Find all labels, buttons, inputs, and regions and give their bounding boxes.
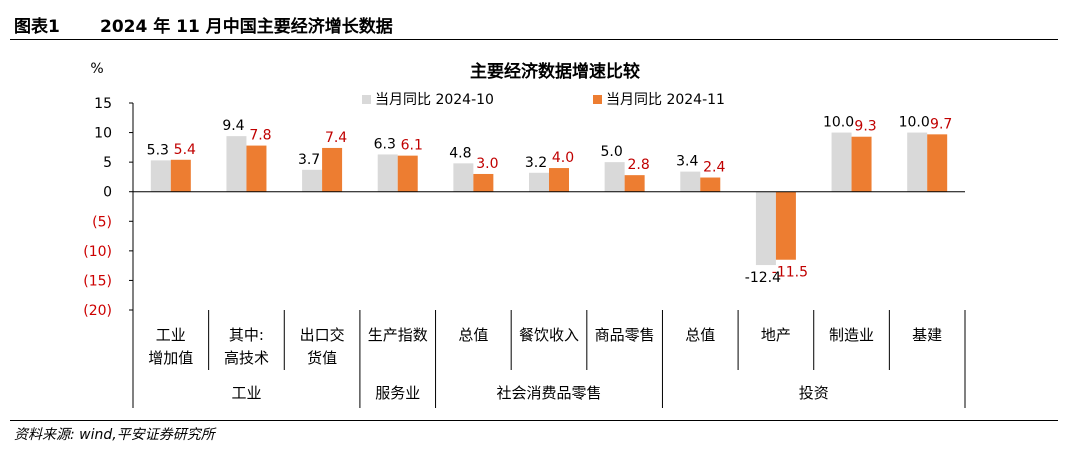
- data-label-nov: 5.4: [174, 142, 196, 158]
- category-label: 其中:: [229, 326, 264, 344]
- group-label: 投资: [799, 384, 829, 402]
- category-label: 总值: [685, 326, 715, 344]
- chart-title: 主要经济数据增速比较: [470, 61, 640, 82]
- y-tick-label: 10: [94, 126, 112, 142]
- bar-oct: [377, 154, 398, 192]
- data-label-oct: 3.4: [676, 154, 698, 170]
- data-label-nov: -11.5: [772, 265, 808, 281]
- group-label: 社会消费品零售: [496, 384, 601, 402]
- data-label-oct: 10.0: [899, 115, 930, 131]
- category-label: 餐饮收入: [519, 326, 579, 344]
- bar-nov: [322, 147, 343, 192]
- bar-oct: [604, 162, 625, 192]
- data-label-oct: 5.0: [601, 144, 623, 160]
- data-label-nov: 4.0: [552, 150, 574, 166]
- bar-oct: [529, 172, 549, 192]
- bar-nov: [624, 175, 645, 192]
- bar-oct: [755, 191, 776, 266]
- bar-oct: [226, 136, 247, 192]
- data-label-oct: 4.8: [449, 145, 471, 161]
- category-label: 基建: [912, 326, 942, 344]
- data-label-oct: 10.0: [823, 115, 854, 131]
- y-tick-label: (5): [92, 214, 112, 230]
- category-label: 总值: [458, 326, 488, 344]
- bar-oct: [150, 160, 171, 192]
- data-label-oct: 5.3: [147, 142, 169, 158]
- group-label: 工业: [231, 384, 261, 402]
- bar-nov: [246, 145, 267, 192]
- category-label: 增加值: [148, 349, 193, 367]
- figure-title: 2024 年 11 月中国主要经济增长数据: [100, 17, 393, 37]
- category-label: 出口交: [300, 326, 345, 344]
- legend-label-2: 当月同比 2024-11: [606, 92, 725, 108]
- category-label: 高技术: [224, 349, 269, 367]
- bar-oct: [680, 171, 701, 192]
- data-label-oct: 9.4: [222, 118, 244, 134]
- y-tick-label: 15: [94, 96, 112, 112]
- y-tick-label: (10): [83, 244, 112, 260]
- y-tick-label: 0: [103, 185, 112, 201]
- bar-nov: [549, 168, 569, 192]
- bar-nov: [473, 173, 494, 192]
- category-label: 货值: [307, 349, 337, 367]
- bar-chart: 主要经济数据增速比较% 当月同比 2024-10 当月同比 2024-11 15 10 5…: [83, 61, 966, 408]
- bar-nov: [170, 159, 191, 192]
- data-label-oct: 6.3: [374, 136, 396, 152]
- figure-header: 图表1 2024 年 11 月中国主要经济增长数据: [0, 0, 1080, 40]
- data-label-nov: 7.4: [325, 130, 347, 146]
- category-label: 制造业: [829, 326, 874, 344]
- source-note: 资料来源: wind,平安证券研究所: [14, 427, 215, 443]
- category-label: 地产: [761, 326, 791, 344]
- y-tick-label: (15): [83, 273, 112, 289]
- bar-nov: [700, 177, 721, 192]
- data-label-nov: 9.3: [854, 119, 876, 135]
- bar-nov: [927, 134, 948, 192]
- category-label: 商品零售: [595, 326, 655, 344]
- data-label-nov: 7.8: [249, 128, 271, 144]
- y-tick-label: 5: [103, 155, 112, 171]
- data-label-oct: 3.7: [298, 152, 320, 168]
- data-label-nov: 3.0: [476, 156, 498, 172]
- category-label: 工业: [156, 326, 186, 344]
- legend-swatch-2: [593, 95, 602, 104]
- legend-label-1: 当月同比 2024-10: [375, 92, 494, 108]
- category-label: 生产指数: [368, 326, 428, 344]
- bar-oct: [453, 163, 474, 192]
- data-label-nov: 6.1: [401, 138, 423, 154]
- y-axis-unit: %: [90, 61, 103, 77]
- bar-oct: [831, 132, 852, 192]
- data-label-oct: 3.2: [525, 155, 547, 171]
- data-label-nov: 2.8: [628, 157, 650, 173]
- bottom-rule: [10, 420, 1058, 421]
- legend-swatch-1: [362, 95, 371, 104]
- data-label-oct: -12.4: [745, 270, 781, 286]
- group-label: 服务业: [375, 384, 420, 402]
- bar-nov: [397, 155, 418, 192]
- bar-nov: [775, 191, 796, 260]
- figure-label: 图表1: [14, 17, 60, 37]
- data-label-nov: 9.7: [930, 116, 952, 132]
- bar-nov: [851, 136, 872, 192]
- bar-oct: [907, 132, 928, 192]
- data-label-nov: 2.4: [703, 160, 725, 176]
- bar-oct: [302, 169, 323, 192]
- top-rule: [10, 39, 1058, 40]
- y-tick-label: (20): [83, 303, 112, 319]
